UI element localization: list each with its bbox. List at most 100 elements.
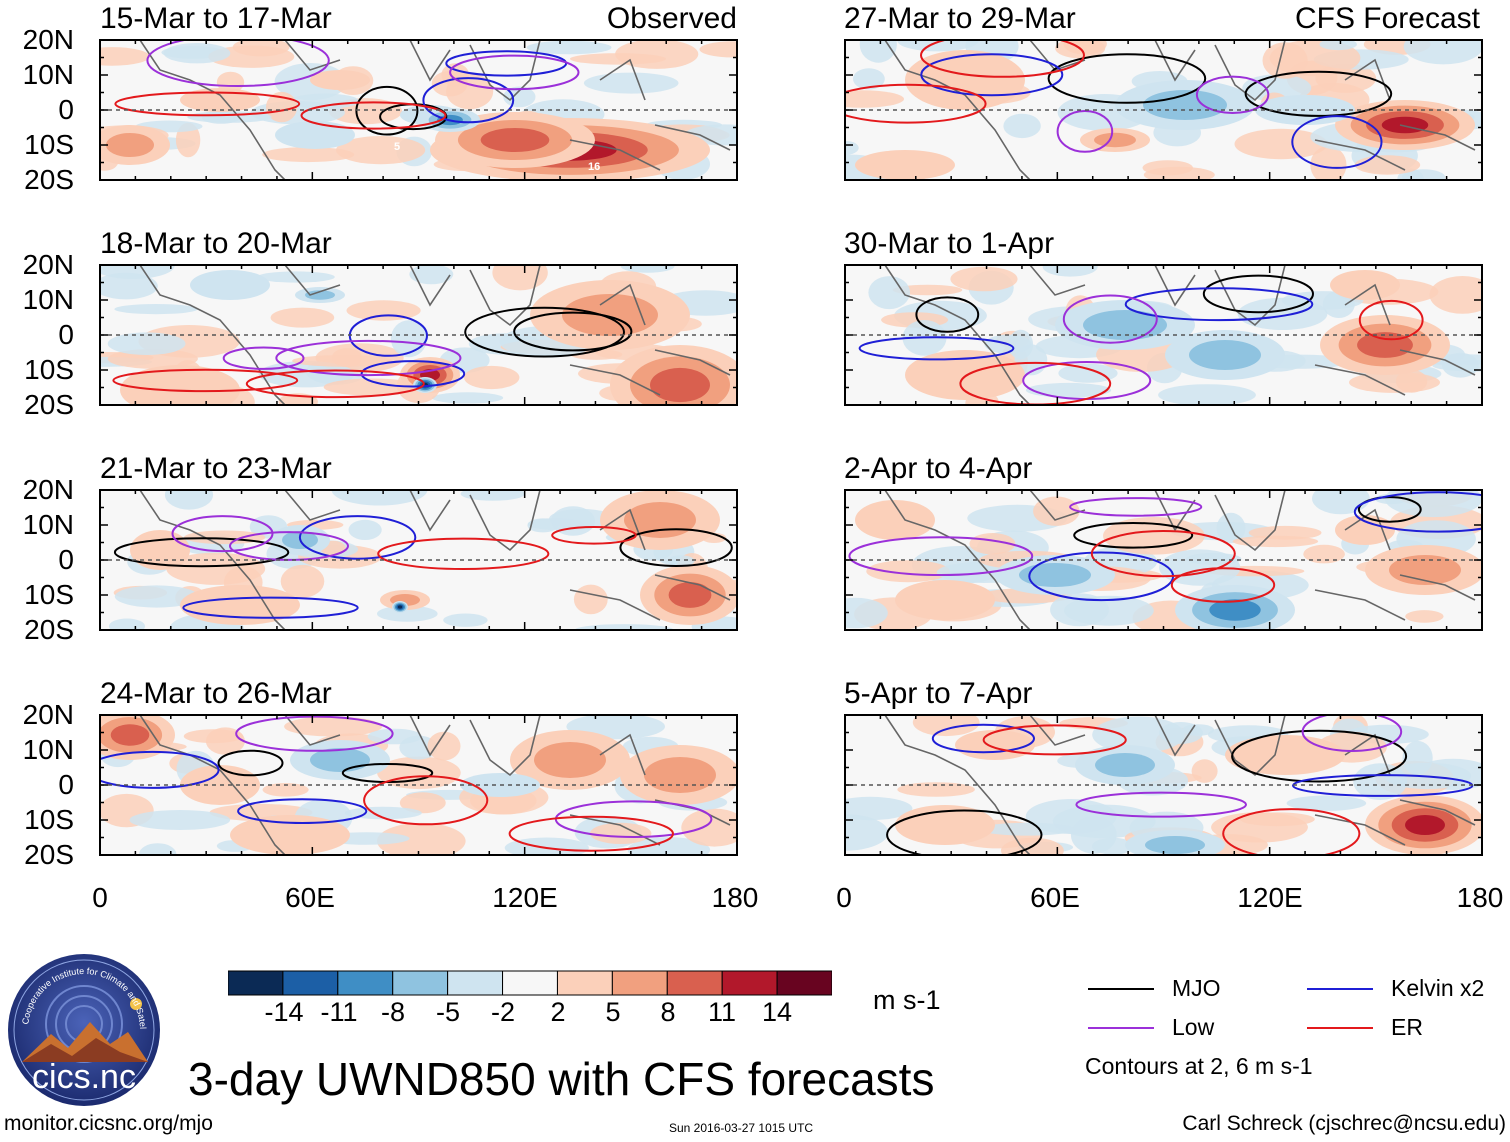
- colorbar-tick-label: -2: [490, 997, 515, 1027]
- contour-er: [245, 369, 425, 399]
- contour-er: [845, 83, 987, 124]
- panel-title-2: 18-Mar to 20-Mar: [100, 227, 332, 260]
- anomaly-field: [858, 265, 1482, 405]
- contour-er: [920, 40, 1085, 78]
- anomaly-blob: [570, 53, 666, 65]
- anomaly-blob: [377, 605, 438, 622]
- anomaly-blob: [129, 810, 231, 830]
- anomaly-blob: [897, 40, 979, 52]
- anomaly-blob: [583, 72, 679, 94]
- contour-mjo: [619, 528, 733, 567]
- anomaly-field: [100, 265, 737, 405]
- contour-er: [1170, 567, 1276, 603]
- anomaly-blob: [644, 757, 716, 793]
- contour-er: [112, 368, 299, 393]
- observed-label: Observed: [606, 2, 737, 35]
- annotation-label: 5: [394, 141, 401, 153]
- map-panels: [99, 39, 1483, 856]
- low-legend-label: Low: [1172, 1014, 1215, 1040]
- anomaly-field: [845, 490, 1482, 630]
- coastline: [884, 40, 1476, 180]
- kelvin-legend-label: Kelvin x2: [1391, 975, 1485, 1001]
- coastline: [884, 265, 1476, 405]
- anomaly-blob: [853, 68, 885, 90]
- anomaly-blob: [1033, 496, 1080, 526]
- anomaly-blob: [443, 613, 488, 627]
- anomaly-blob: [270, 307, 335, 328]
- y-tick-label: 20S: [24, 389, 74, 420]
- y-tick-label: 10N: [22, 734, 74, 765]
- contour-mjo: [513, 311, 633, 352]
- anomaly-blob: [331, 490, 428, 506]
- anomaly-blob: [650, 367, 710, 403]
- anomaly-field: [100, 715, 737, 855]
- contour-mjo: [113, 537, 290, 568]
- y-tick-label: 20S: [24, 614, 74, 645]
- contour-er: [1222, 808, 1361, 855]
- anomaly-blob: [114, 304, 198, 315]
- anomaly-blob: [107, 332, 186, 356]
- anomaly-blob: [344, 806, 422, 820]
- panel-title-5: 27-Mar to 29-Mar: [844, 2, 1076, 35]
- anomaly-blob: [905, 350, 1025, 400]
- anomaly-blob: [866, 560, 950, 583]
- contour-kelvin-x2: [100, 750, 220, 789]
- x-tick-label: 120E: [492, 882, 558, 913]
- y-tick-label: 20N: [22, 474, 74, 505]
- mjo-legend-line: [1088, 988, 1154, 990]
- anomaly-blob: [431, 392, 504, 404]
- coastline: [884, 715, 1476, 855]
- anomaly-blob: [620, 265, 675, 273]
- colorbar-tick-label: 2: [550, 997, 566, 1027]
- anomaly-blob: [1003, 113, 1041, 139]
- anomaly-blob: [855, 500, 935, 540]
- anomaly-blob: [1189, 340, 1261, 370]
- colorbar-swatch: [447, 970, 504, 996]
- anomaly-blob: [208, 45, 295, 68]
- contour-low: [235, 715, 394, 752]
- anomaly-blob: [139, 843, 177, 855]
- contour-low: [1195, 75, 1270, 115]
- anomaly-blob: [1094, 132, 1136, 148]
- anomaly-blob: [1232, 535, 1319, 548]
- colorbar-units: m s-1: [873, 985, 941, 1015]
- y-tick-label: 10S: [24, 804, 74, 835]
- contour-er: [982, 724, 1127, 756]
- panel-title-1: 15-Mar to 17-Mar: [100, 2, 332, 35]
- anomaly-blob: [892, 284, 963, 296]
- x-tick-label: 120E: [1237, 882, 1303, 913]
- panel-title-7: 2-Apr to 4-Apr: [844, 452, 1033, 485]
- anomaly-blob: [164, 490, 214, 510]
- contour-kelvin-x2: [931, 723, 1036, 754]
- contour-kelvin-x2: [1353, 491, 1482, 533]
- anomaly-blob: [562, 294, 658, 336]
- anomaly-blob: [897, 782, 975, 797]
- map-panel-6: [844, 264, 1483, 406]
- panel-title-6: 30-Mar to 1-Apr: [844, 227, 1055, 260]
- map-panel-5: [844, 39, 1483, 181]
- anomaly-blob: [1092, 716, 1185, 754]
- anomaly-blob: [480, 128, 550, 152]
- anomaly-blob: [845, 814, 889, 851]
- anomaly-blob: [1405, 610, 1444, 623]
- anomaly-blob: [190, 270, 270, 300]
- anomaly-blob: [1354, 155, 1421, 175]
- anomaly-blob: [950, 266, 1018, 292]
- anomaly-blob: [1319, 40, 1357, 51]
- anomaly-blob: [1092, 837, 1135, 855]
- footer-credit: Carl Schreck (cjschrec@ncsu.edu): [1182, 1112, 1506, 1135]
- anomaly-blob: [912, 715, 980, 737]
- panel-title-4: 24-Mar to 26-Mar: [100, 677, 332, 710]
- anomaly-blob: [377, 822, 466, 855]
- low-legend-line: [1088, 1027, 1154, 1029]
- colorbar-swatch: [392, 970, 449, 996]
- colorbar-swatch: [228, 970, 284, 996]
- contour-low: [848, 536, 1034, 576]
- contour-er: [377, 537, 550, 570]
- anomaly-blob: [1019, 563, 1091, 587]
- anomaly-blob: [114, 585, 199, 608]
- coastline: [884, 490, 1476, 630]
- anomaly-blob: [397, 605, 403, 609]
- x-tick-label: 0: [836, 882, 852, 913]
- anomaly-blob: [573, 584, 608, 615]
